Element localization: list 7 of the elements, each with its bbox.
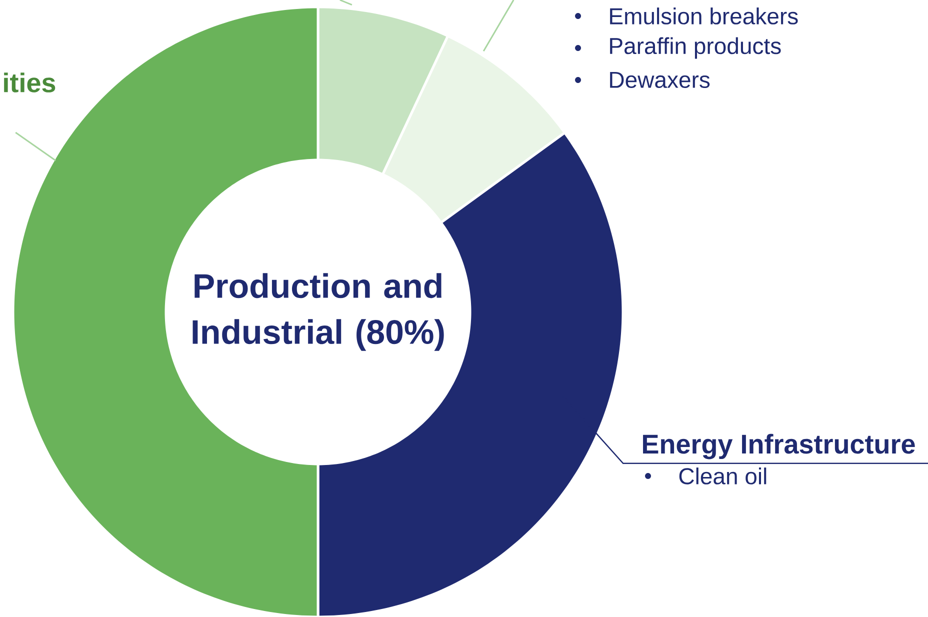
text: Paraffin products — [610, 37, 781, 59]
text: Production and Industrial (80%) — [192, 273, 444, 351]
text: Clean oil — [679, 468, 766, 484]
slice-label: Energy Infrastructure — [643, 434, 915, 460]
text: Dewaxers — [610, 72, 710, 88]
text: Emulsion breakers — [610, 8, 798, 24]
slice-label: ities — [4, 72, 56, 92]
